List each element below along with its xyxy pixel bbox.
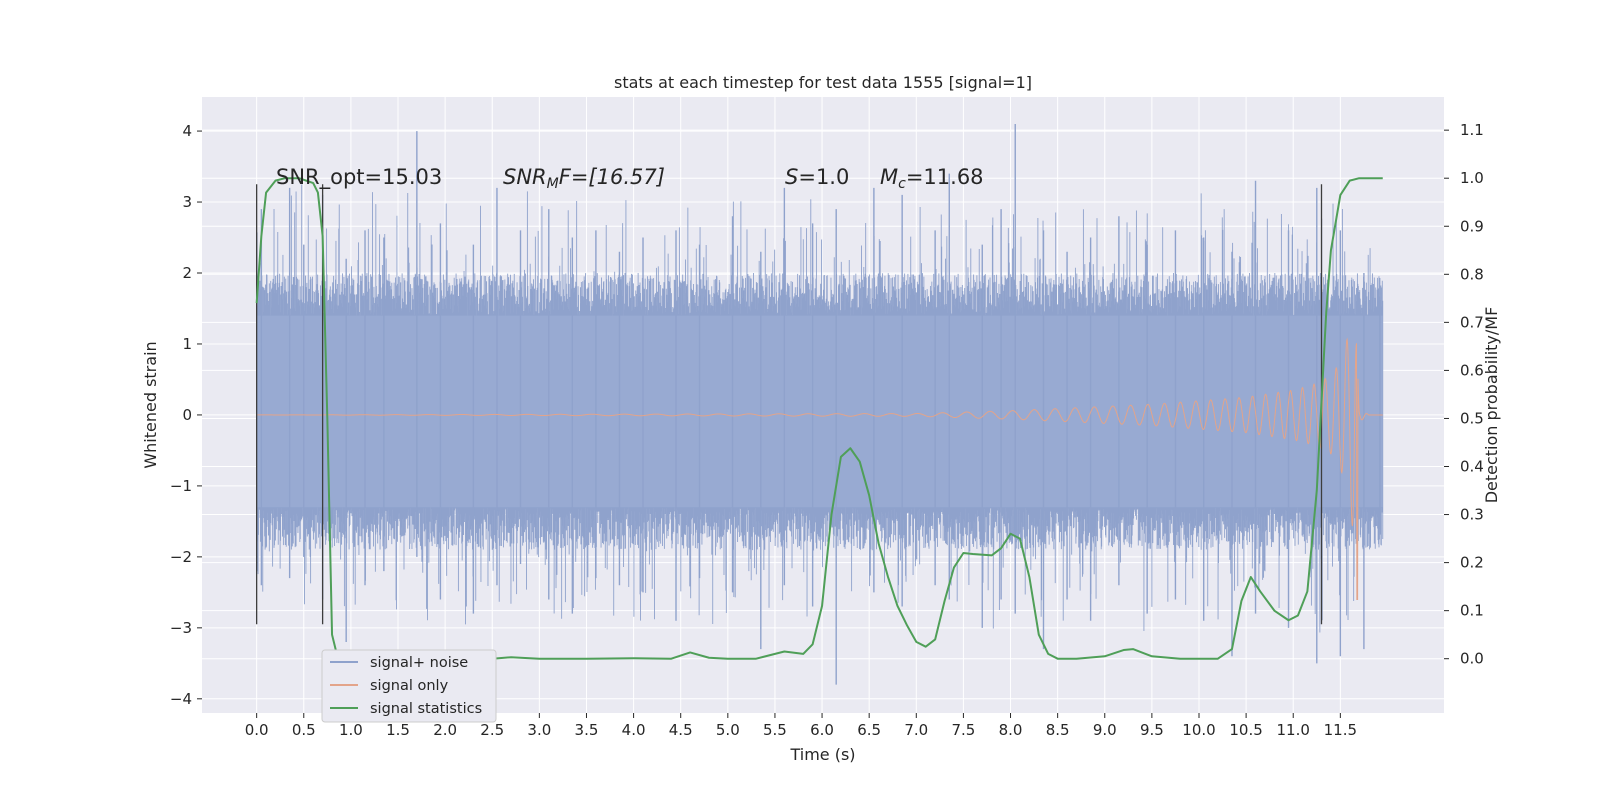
x-tick-label-23: 11.5 [1324, 721, 1357, 739]
chart-title: stats at each timestep for test data 155… [614, 73, 1032, 92]
annotation-snr-mf: SNRMF=[16.57] [503, 165, 665, 192]
x-tick-label-20: 10.0 [1182, 721, 1215, 739]
x-tick-label-15: 7.5 [951, 721, 975, 739]
y-tick-label-right-10: 1.0 [1460, 169, 1484, 187]
x-tick-label-18: 9.0 [1093, 721, 1117, 739]
y-tick-label-left-7: 3 [182, 193, 192, 211]
y-tick-label-right-0: 0.0 [1460, 650, 1484, 668]
annotation-s-value: =1.0 [798, 165, 849, 189]
annotation-snr-mf-subscript: M [547, 176, 559, 192]
annotation-mc-symbol: M [880, 165, 898, 189]
x-tick-label-14: 7.0 [904, 721, 928, 739]
y-tick-label-right-3: 0.3 [1460, 506, 1484, 524]
y-tick-label-right-8: 0.8 [1460, 265, 1484, 283]
x-tick-label-3: 1.5 [386, 721, 410, 739]
x-tick-label-1: 0.5 [292, 721, 316, 739]
annotation-mc-subscript: c [898, 176, 906, 192]
y-ticks-left: −4 −3 −2 −1 0 1 2 3 4 [170, 122, 202, 708]
x-tick-label-19: 9.5 [1140, 721, 1164, 739]
legend-label-stats: signal statistics [370, 701, 482, 717]
x-axis-label: Time (s) [789, 745, 855, 764]
x-tick-label-8: 4.0 [622, 721, 646, 739]
y-tick-label-left-6: 2 [182, 264, 192, 282]
y-tick-label-left-5: 1 [182, 335, 192, 353]
legend-label-signal: signal only [370, 678, 449, 694]
y-tick-label-left-8: 4 [182, 122, 192, 140]
y-tick-label-right-11: 1.1 [1460, 121, 1484, 139]
x-tick-label-17: 8.5 [1046, 721, 1070, 739]
y-tick-label-right-1: 0.1 [1460, 602, 1484, 620]
y-tick-label-right-9: 0.9 [1460, 217, 1484, 235]
annotation-snr-mf-value: F=[16.57] [559, 165, 665, 189]
legend-label-noise: signal+ noise [370, 655, 468, 671]
y-tick-label-right-6: 0.6 [1460, 361, 1484, 379]
x-tick-label-13: 6.5 [857, 721, 881, 739]
y-ticks-right: 0.0 0.1 0.2 0.3 0.4 0.5 0.6 0.7 0.8 0.9 1.0 1.1 [1444, 121, 1484, 668]
x-tick-label-9: 4.5 [669, 721, 693, 739]
annotation-mc: Mc=11.68 [880, 165, 984, 192]
noise-series [256, 123, 1384, 685]
x-tick-label-5: 2.5 [480, 721, 504, 739]
y-tick-label-left-0: −4 [170, 690, 192, 708]
y-tick-label-left-3: −1 [170, 477, 192, 495]
x-tick-label-22: 11.0 [1277, 721, 1310, 739]
legend-box [321, 649, 497, 723]
y-axis-label-left: Whitened strain [141, 341, 160, 468]
y-tick-label-left-1: −3 [170, 619, 192, 637]
y-tick-label-right-2: 0.2 [1460, 554, 1484, 572]
x-tick-label-10: 5.0 [716, 721, 740, 739]
annotation-mc-value: =11.68 [906, 165, 984, 189]
annotation-snr-mf-symbol: SNR [503, 165, 547, 189]
x-tick-label-0: 0.0 [245, 721, 269, 739]
annotation-s-symbol: S [785, 165, 798, 189]
x-ticks: 0.0 0.5 1.0 1.5 2.0 2.5 3.0 3.5 4.0 4.5 5.0 5.5 6.0 6… [245, 713, 1357, 739]
y-tick-label-left-2: −2 [170, 548, 192, 566]
legend: signal+ noise signal only signal statist… [321, 649, 497, 723]
y-tick-label-right-4: 0.4 [1460, 458, 1484, 476]
signal-trace [256, 337, 1383, 600]
y-tick-label-right-5: 0.5 [1460, 409, 1484, 427]
annotations: SNR_opt=15.03 SNRMF=[16.57] S=1.0 Mc=11.… [276, 165, 984, 192]
x-tick-label-12: 6.0 [810, 721, 834, 739]
x-tick-label-11: 5.5 [763, 721, 787, 739]
x-tick-label-16: 8.0 [999, 721, 1023, 739]
x-tick-label-6: 3.0 [527, 721, 551, 739]
annotation-s: S=1.0 [785, 165, 849, 189]
x-tick-label-2: 1.0 [339, 721, 363, 739]
annotation-snr-opt: SNR_opt=15.03 [276, 165, 442, 190]
noise-core-band [256, 315, 1383, 508]
x-tick-label-4: 2.0 [433, 721, 457, 739]
y-tick-label-left-4: 0 [182, 406, 192, 424]
y-tick-label-right-7: 0.7 [1460, 313, 1484, 331]
x-tick-label-21: 10.5 [1229, 721, 1262, 739]
x-tick-label-7: 3.5 [575, 721, 599, 739]
y-axis-label-right: Detection probability/MF [1482, 307, 1501, 504]
signal-series [256, 337, 1383, 600]
